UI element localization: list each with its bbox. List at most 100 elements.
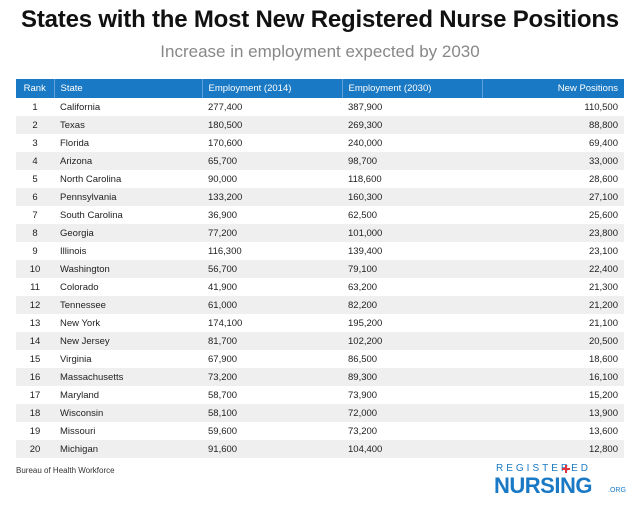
cell-rank: 16 (29, 371, 41, 383)
cell-state: Colorado (60, 281, 99, 293)
cell-new-positions: 21,200 (588, 299, 618, 311)
cell-new-positions: 88,800 (588, 119, 618, 131)
table-row: 12 Tennessee 61,000 82,200 21,200 (16, 296, 624, 314)
chart-subtitle: Increase in employment expected by 2030 (160, 42, 480, 61)
table-row: 7 South Carolina 36,900 62,500 25,600 (16, 206, 624, 224)
table-row: 17 Maryland 58,700 73,900 15,200 (16, 386, 624, 404)
table-row: 8 Georgia 77,200 101,000 23,800 (16, 224, 624, 242)
cell-state: Missouri (60, 425, 96, 437)
cell-new-positions: 25,600 (588, 209, 618, 221)
cell-new-positions: 15,200 (588, 389, 618, 401)
cell-state: Pennsylvania (60, 191, 117, 203)
data-table: Rank State Employment (2014) Employment … (16, 79, 624, 458)
cell-employment-2014: 174,100 (208, 317, 243, 329)
cell-employment-2014: 180,500 (208, 119, 243, 131)
cell-state: Florida (60, 137, 90, 149)
cell-rank: 12 (29, 299, 41, 311)
cell-new-positions: 20,500 (588, 335, 618, 347)
table-row: 5 North Carolina 90,000 118,600 28,600 (16, 170, 624, 188)
cell-employment-2014: 36,900 (208, 209, 238, 221)
cell-employment-2030: 79,100 (348, 263, 378, 275)
cell-employment-2014: 67,900 (208, 353, 238, 365)
cell-rank: 14 (29, 335, 41, 347)
cell-new-positions: 27,100 (588, 191, 618, 203)
cell-rank: 1 (32, 101, 38, 113)
table-body: 1 California 277,400 387,900 110,500 2 Texas 18… (16, 98, 624, 458)
cell-state: Washington (60, 263, 110, 275)
cell-rank: 15 (29, 353, 41, 365)
header-employment-2014: Employment (2014) (201, 79, 342, 98)
cell-new-positions: 23,100 (588, 245, 618, 257)
cell-rank: 4 (32, 155, 38, 167)
cell-state: Tennessee (60, 299, 106, 311)
table-header-row: Rank State Employment (2014) Employment … (16, 79, 624, 98)
cell-employment-2014: 65,700 (208, 155, 238, 167)
cell-state: South Carolina (60, 209, 123, 221)
cell-employment-2014: 41,900 (208, 281, 238, 293)
cell-rank: 10 (29, 263, 41, 275)
table-row: 11 Colorado 41,900 63,200 21,300 (16, 278, 624, 296)
cell-employment-2030: 89,300 (348, 371, 378, 383)
cell-employment-2014: 58,100 (208, 407, 238, 419)
logo-main-text: NURSING (494, 473, 592, 498)
cell-employment-2014: 170,600 (208, 137, 243, 149)
table-row: 13 New York 174,100 195,200 21,100 (16, 314, 624, 332)
header-employment-2030: Employment (2030) (341, 79, 482, 98)
cell-rank: 17 (29, 389, 41, 401)
cell-state: California (60, 101, 101, 113)
table-row: 10 Washington 56,700 79,100 22,400 (16, 260, 624, 278)
cell-state: Maryland (60, 389, 100, 401)
cell-employment-2030: 139,400 (348, 245, 383, 257)
cell-employment-2030: 98,700 (348, 155, 378, 167)
cell-state: New Jersey (60, 335, 110, 347)
cell-rank: 6 (32, 191, 38, 203)
table-row: 9 Illinois 116,300 139,400 23,100 (16, 242, 624, 260)
cell-employment-2014: 59,600 (208, 425, 238, 437)
cell-new-positions: 12,800 (588, 443, 618, 455)
cell-new-positions: 22,400 (588, 263, 618, 275)
cell-new-positions: 16,100 (588, 371, 618, 383)
cell-state: Arizona (60, 155, 93, 167)
cell-new-positions: 21,300 (588, 281, 618, 293)
cell-new-positions: 21,100 (588, 317, 618, 329)
cell-rank: 13 (29, 317, 41, 329)
cell-state: Massachusetts (60, 371, 124, 383)
cell-state: Wisconsin (60, 407, 104, 419)
logo-top-text: REGISTERED (496, 463, 592, 474)
cell-state: Illinois (60, 245, 87, 257)
cell-state: Georgia (60, 227, 94, 239)
source-note: Bureau of Health Workforce (16, 466, 115, 475)
cell-new-positions: 18,600 (588, 353, 618, 365)
table-row: 6 Pennsylvania 133,200 160,300 27,100 (16, 188, 624, 206)
cell-state: New York (60, 317, 101, 329)
cell-rank: 5 (32, 173, 38, 185)
cell-employment-2030: 73,200 (348, 425, 378, 437)
table-row: 20 Michigan 91,600 104,400 12,800 (16, 440, 624, 458)
cell-employment-2030: 73,900 (348, 389, 378, 401)
table-row: 14 New Jersey 81,700 102,200 20,500 (16, 332, 624, 350)
cell-new-positions: 28,600 (588, 173, 618, 185)
cell-employment-2014: 61,000 (208, 299, 238, 311)
cell-new-positions: 13,900 (588, 407, 618, 419)
cell-employment-2030: 160,300 (348, 191, 383, 203)
cell-employment-2014: 116,300 (208, 245, 242, 257)
table-row: 18 Wisconsin 58,100 72,000 13,900 (16, 404, 624, 422)
cell-employment-2030: 240,000 (348, 137, 383, 149)
cell-employment-2030: 86,500 (348, 353, 378, 365)
cell-new-positions: 13,600 (588, 425, 618, 437)
cell-new-positions: 23,800 (588, 227, 618, 239)
cell-employment-2030: 72,000 (348, 407, 378, 419)
cell-rank: 2 (32, 119, 38, 131)
logo-suffix-text: .ORG (608, 487, 626, 494)
cell-rank: 3 (32, 137, 38, 149)
header-state: State (53, 79, 202, 98)
cell-employment-2030: 101,000 (348, 227, 383, 239)
cell-employment-2014: 58,700 (208, 389, 238, 401)
table-row: 4 Arizona 65,700 98,700 33,000 (16, 152, 624, 170)
cell-employment-2030: 269,300 (348, 119, 383, 131)
cell-employment-2030: 195,200 (348, 317, 383, 329)
cell-employment-2014: 90,000 (208, 173, 238, 185)
chart-title: States with the Most New Registered Nurs… (21, 6, 619, 33)
cell-employment-2014: 56,700 (208, 263, 238, 275)
cell-rank: 8 (32, 227, 38, 239)
